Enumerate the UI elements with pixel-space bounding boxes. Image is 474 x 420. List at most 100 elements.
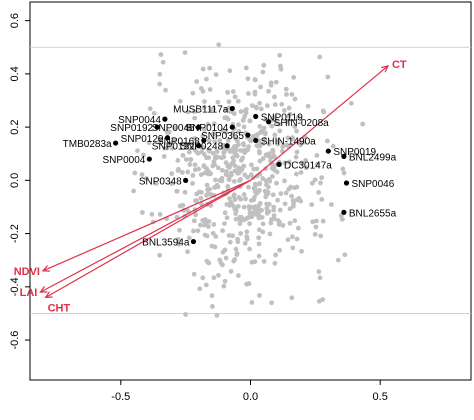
cloud-point — [274, 180, 279, 186]
x-tick-label: 0.5 — [373, 391, 388, 403]
x-tick-label: 0.0 — [243, 391, 258, 403]
cloud-point — [272, 167, 277, 173]
cloud-point — [273, 252, 279, 258]
cloud-point — [216, 272, 221, 278]
cloud-point — [224, 202, 230, 207]
cloud-point — [277, 52, 283, 58]
cloud-point — [211, 121, 217, 127]
cloud-point — [251, 185, 257, 191]
cloud-point — [212, 244, 218, 250]
cloud-point — [200, 66, 206, 72]
cloud-point — [321, 109, 327, 115]
cloud-point — [310, 219, 316, 225]
cloud-point — [231, 158, 237, 164]
cloud-point — [186, 235, 192, 241]
cloud-point — [192, 162, 198, 168]
cloud-point — [269, 123, 275, 129]
cloud-point — [187, 162, 193, 167]
cloud-point — [246, 204, 252, 210]
cloud-point — [177, 227, 182, 233]
cloud-point — [231, 178, 237, 184]
cloud-point — [226, 174, 232, 179]
point-label: TMB0283a — [63, 139, 112, 150]
cloud-point — [318, 180, 323, 186]
cloud-point — [232, 168, 238, 174]
cloud-point — [260, 156, 266, 161]
cloud-point — [146, 140, 152, 146]
cloud-point — [342, 252, 348, 258]
x-tick-label: -0.5 — [111, 391, 130, 403]
cloud-point — [285, 135, 291, 141]
cloud-point — [243, 107, 249, 112]
cloud-point — [211, 159, 217, 165]
cloud-point — [275, 197, 281, 203]
point-label: SHIN-0208a — [274, 118, 329, 129]
cloud-point — [299, 248, 304, 254]
vector-ndvi — [42, 179, 251, 272]
cloud-point — [254, 105, 259, 111]
arrowhead — [41, 265, 50, 272]
cloud-point — [290, 245, 296, 251]
cloud-point — [182, 189, 188, 195]
cloud-point — [272, 94, 277, 100]
cloud-point — [260, 229, 266, 235]
cloud-point — [285, 237, 291, 243]
cloud-point — [236, 128, 242, 134]
labeled-points: MUSB1117aSNP0119SNP0044SNP0192SNP0045SNP… — [63, 104, 397, 248]
cloud-point — [262, 136, 268, 142]
labeled-point — [266, 119, 272, 125]
cloud-point — [312, 232, 318, 237]
cloud-point — [204, 192, 209, 198]
cloud-point — [248, 162, 254, 168]
cloud-point — [272, 102, 278, 107]
cloud-point — [200, 275, 206, 281]
cloud-point — [212, 177, 218, 183]
cloud-point — [196, 166, 202, 172]
cloud-point — [242, 149, 248, 155]
cloud-point — [249, 103, 255, 109]
cloud-point — [215, 99, 221, 105]
cloud-point — [235, 203, 241, 209]
arrowhead — [39, 286, 48, 293]
cloud-point — [247, 221, 253, 227]
cloud-point — [271, 216, 277, 222]
cloud-point — [257, 124, 263, 129]
cloud-point — [286, 105, 292, 111]
vector-label: NDVI — [14, 266, 40, 278]
cloud-point — [165, 130, 171, 136]
point-label: SNP0019 — [333, 147, 376, 158]
cloud-point — [263, 178, 269, 184]
cloud-point — [197, 222, 203, 228]
cloud-point — [281, 108, 287, 113]
cloud-point — [319, 175, 325, 181]
cloud-point — [266, 184, 271, 190]
cloud-point — [206, 260, 212, 266]
labeled-point — [183, 177, 189, 183]
cloud-point — [158, 52, 164, 57]
cloud-point — [226, 99, 232, 105]
cloud-point — [192, 115, 198, 121]
cloud-point — [246, 91, 251, 96]
cloud-point — [261, 62, 267, 68]
cloud-point — [182, 50, 188, 56]
cloud-point — [252, 181, 258, 187]
cloud-point — [184, 124, 190, 130]
cloud-point — [226, 233, 232, 238]
cloud-point — [149, 211, 155, 217]
cloud-point — [201, 105, 207, 110]
cloud-point — [200, 144, 206, 150]
cloud-point — [221, 283, 227, 289]
cloud-point — [282, 201, 288, 207]
cloud-point — [209, 304, 215, 309]
cloud-point — [295, 114, 301, 120]
vector-lai — [40, 179, 251, 293]
cloud-point — [220, 249, 226, 255]
cloud-point — [219, 167, 225, 173]
labeled-point — [253, 137, 259, 144]
cloud-point — [147, 106, 153, 112]
y-tick-label: 0.6 — [9, 13, 21, 28]
cloud-point — [185, 169, 191, 175]
cloud-point — [215, 165, 221, 171]
cloud-point — [314, 218, 319, 224]
cloud-point — [232, 94, 238, 100]
